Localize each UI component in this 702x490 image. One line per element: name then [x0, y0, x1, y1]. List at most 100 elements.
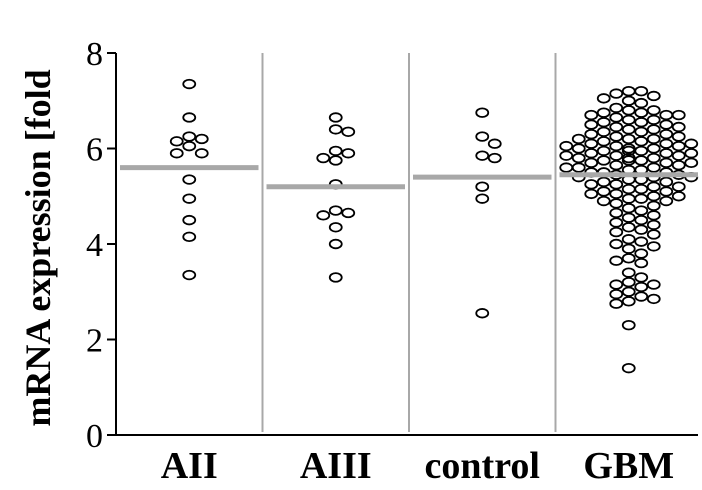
data-point	[646, 293, 661, 305]
data-point	[646, 143, 661, 154]
data-point	[328, 238, 343, 250]
data-point	[584, 148, 599, 159]
data-point	[671, 160, 686, 171]
data-point	[475, 193, 490, 204]
data-point	[609, 150, 624, 161]
data-point	[328, 124, 343, 135]
data-point	[596, 186, 611, 197]
data-point	[621, 222, 636, 233]
data-point	[559, 162, 574, 173]
data-point	[621, 267, 636, 278]
data-point	[182, 140, 197, 152]
data-point	[634, 183, 649, 195]
data-point	[609, 188, 624, 200]
data-point	[646, 124, 661, 135]
data-point	[609, 298, 624, 309]
data-point	[596, 126, 611, 137]
data-point	[634, 85, 649, 97]
data-point	[596, 107, 611, 118]
data-point	[328, 145, 343, 157]
data-point	[621, 105, 636, 116]
plot-markers	[169, 78, 699, 374]
data-point	[609, 160, 624, 171]
data-point	[621, 362, 636, 374]
data-point	[609, 198, 624, 209]
data-point	[671, 150, 686, 161]
data-point	[487, 138, 502, 149]
data-point	[621, 277, 636, 288]
data-point	[671, 131, 686, 142]
data-point	[194, 148, 209, 159]
data-point	[584, 179, 599, 190]
data-point	[621, 155, 636, 166]
data-point	[475, 107, 490, 118]
y-tick-label: 0	[86, 418, 103, 455]
data-point	[621, 133, 636, 145]
data-point	[659, 148, 674, 159]
data-point	[609, 207, 624, 219]
data-point	[559, 150, 574, 161]
data-point	[671, 109, 686, 121]
data-point	[182, 214, 197, 226]
median-lines	[120, 165, 698, 190]
data-point	[634, 107, 649, 118]
data-point	[609, 238, 624, 250]
data-point	[634, 272, 649, 283]
data-point	[684, 148, 699, 159]
data-point	[609, 88, 624, 99]
data-point	[684, 157, 699, 169]
data-point	[328, 222, 343, 233]
data-point	[646, 133, 661, 145]
data-point	[596, 136, 611, 147]
data-point	[169, 148, 184, 159]
data-point	[621, 253, 636, 264]
data-point	[316, 152, 331, 164]
y-tick-label: 2	[86, 323, 103, 360]
data-point	[659, 138, 674, 149]
data-point	[584, 109, 599, 121]
data-point	[634, 291, 649, 302]
data-point	[475, 181, 490, 192]
data-point	[634, 214, 649, 226]
data-point	[182, 78, 197, 90]
data-point	[584, 119, 599, 130]
data-point	[571, 133, 586, 145]
y-axis: 0 2 4 6 8	[86, 36, 117, 455]
data-point	[609, 179, 624, 190]
data-point	[487, 152, 502, 164]
data-point	[634, 193, 649, 204]
data-point	[646, 229, 661, 240]
data-point	[646, 90, 661, 102]
data-point	[609, 255, 624, 266]
data-point	[684, 138, 699, 149]
data-point	[328, 205, 343, 216]
data-point	[621, 193, 636, 204]
data-point	[634, 257, 649, 269]
data-point	[571, 152, 586, 164]
data-point	[328, 112, 343, 123]
data-point	[316, 210, 331, 221]
data-point	[621, 319, 636, 331]
data-point	[646, 114, 661, 126]
data-point	[328, 272, 343, 283]
data-point	[659, 157, 674, 169]
data-point	[609, 102, 624, 114]
data-point	[584, 128, 599, 140]
data-point	[341, 126, 356, 137]
data-point	[596, 155, 611, 166]
data-point	[182, 131, 197, 142]
data-point	[596, 176, 611, 188]
data-point	[634, 97, 649, 109]
data-point	[659, 109, 674, 121]
x-category-label: AIII	[300, 445, 372, 487]
data-point	[646, 219, 661, 231]
data-point	[646, 191, 661, 202]
data-point	[646, 279, 661, 290]
data-point	[646, 181, 661, 192]
data-point	[559, 140, 574, 152]
data-point	[475, 308, 490, 319]
data-point	[584, 157, 599, 169]
data-point	[621, 124, 636, 135]
data-point	[596, 145, 611, 157]
data-point	[634, 205, 649, 216]
